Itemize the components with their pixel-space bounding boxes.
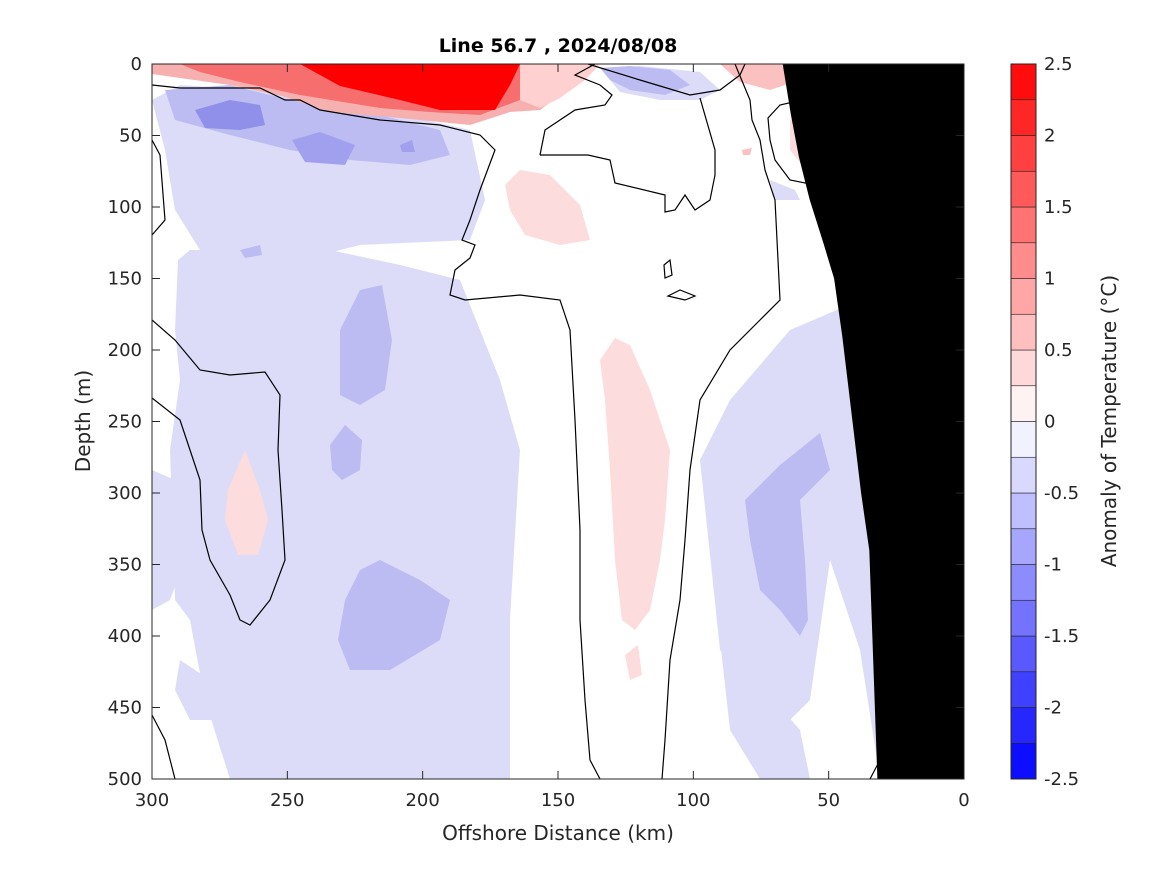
colorbar-swatch xyxy=(1010,385,1037,422)
colorbar-swatch xyxy=(1010,170,1037,208)
zero-contours xyxy=(152,64,901,779)
colorbar-swatch xyxy=(1010,564,1037,601)
colorbar-swatch xyxy=(1010,421,1037,458)
x-tick-label: 250 xyxy=(270,790,304,811)
y-tick-label: 450 xyxy=(108,698,142,719)
colorbar-swatch xyxy=(1010,707,1037,744)
chart-title: Line 56.7 , 2024/08/08 xyxy=(439,35,678,57)
colorbar-swatch xyxy=(1010,206,1037,244)
colorbar-tick-label: -2.5 xyxy=(1044,769,1079,790)
colorbar-swatch xyxy=(1010,349,1037,387)
colorbar-swatch xyxy=(1010,135,1037,172)
colorbar: 2.5 2 1.5 1 0.5 0 -0.5 -1 -1.5 -2 -2.5 xyxy=(1010,54,1079,790)
colorbar-tick-label: 2.5 xyxy=(1044,54,1073,75)
colorbar-swatch xyxy=(1010,635,1037,673)
y-tick-label: 100 xyxy=(108,197,142,218)
colorbar-swatch xyxy=(1010,242,1037,279)
colorbar-swatch xyxy=(1010,492,1037,530)
x-tick-label: 150 xyxy=(541,790,575,811)
y-tick-label: 300 xyxy=(108,483,142,504)
colorbar-swatch xyxy=(1010,99,1037,136)
y-axis-label: Depth (m) xyxy=(71,370,95,472)
colorbar-swatch xyxy=(1010,313,1037,351)
y-axis: 0 50 100 150 200 250 300 350 400 450 500 xyxy=(108,54,964,790)
y-tick-label: 500 xyxy=(108,769,142,790)
y-tick-label: 200 xyxy=(108,340,142,361)
colorbar-tick-label: -2 xyxy=(1044,698,1062,719)
y-tick-label: 150 xyxy=(108,269,142,290)
bathymetry-mask xyxy=(782,64,964,779)
colorbar-swatch xyxy=(1010,599,1037,637)
colorbar-tick-label: 0.5 xyxy=(1044,340,1073,361)
colorbar-swatch xyxy=(1010,63,1037,101)
colorbar-tick-label: 0 xyxy=(1044,412,1055,433)
colorbar-tick-label: -0.5 xyxy=(1044,483,1079,504)
x-tick-label: 50 xyxy=(817,790,840,811)
colorbar-tick-label: 2 xyxy=(1044,126,1055,147)
colorbar-frame xyxy=(1010,63,1037,780)
colorbar-swatch xyxy=(1010,456,1037,494)
x-tick-label: 100 xyxy=(676,790,710,811)
colorbar-swatch xyxy=(1010,528,1037,565)
x-tick-label: 200 xyxy=(405,790,439,811)
y-tick-label: 350 xyxy=(108,555,142,576)
colorbar-swatch xyxy=(1010,671,1037,708)
colorbar-tick-label: 1.5 xyxy=(1044,197,1073,218)
y-tick-label: 250 xyxy=(108,412,142,433)
plot-area xyxy=(152,64,964,779)
colorbar-tick-label: -1 xyxy=(1044,555,1062,576)
x-tick-label: 300 xyxy=(135,790,169,811)
anomaly-fill-warm xyxy=(152,64,885,680)
y-tick-label: 0 xyxy=(131,54,142,75)
colorbar-swatch xyxy=(1010,278,1037,315)
colorbar-tick-label: -1.5 xyxy=(1044,626,1079,647)
x-tick-label: 0 xyxy=(958,790,969,811)
colorbar-label: Anomaly of Temperature (°C) xyxy=(1097,275,1121,567)
colorbar-swatch xyxy=(1010,742,1037,780)
colorbar-tick-label: 1 xyxy=(1044,269,1055,290)
x-axis-label: Offshore Distance (km) xyxy=(442,821,674,845)
y-tick-label: 400 xyxy=(108,626,142,647)
x-axis: 300 250 200 150 100 50 0 xyxy=(135,64,970,811)
y-tick-label: 50 xyxy=(119,126,142,147)
